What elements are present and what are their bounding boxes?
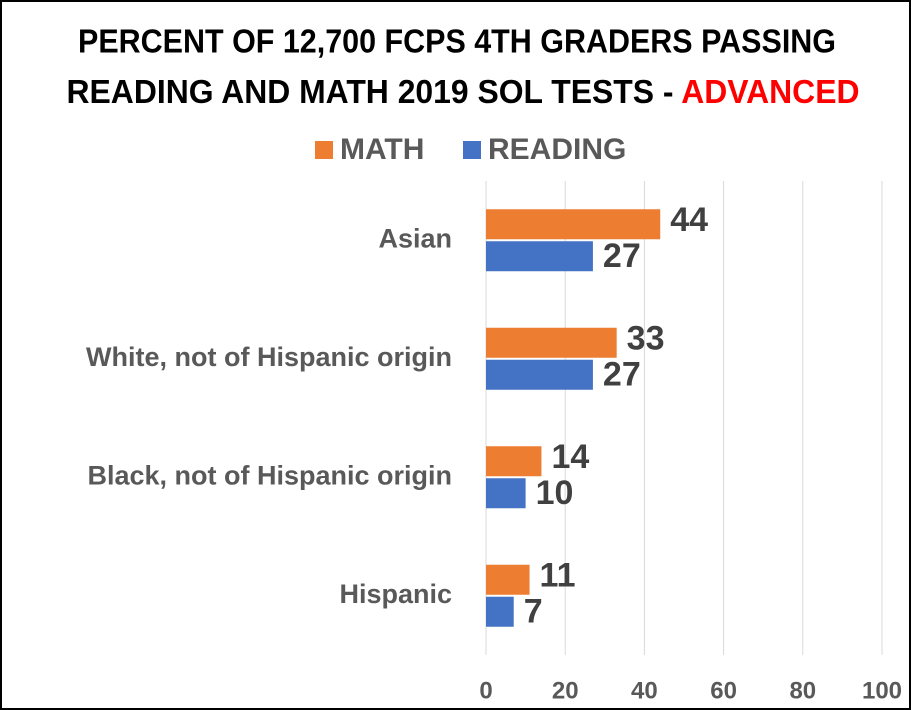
x-tick-label: 100 [862,677,902,704]
data-label: 11 [540,557,576,595]
bar [486,241,593,272]
x-tick-label: 40 [631,677,658,704]
data-label: 44 [670,201,708,239]
legend-label: MATH [340,133,424,166]
chart-title: PERCENT OF 12,700 FCPS 4TH GRADERS PASSI… [78,23,836,60]
legend-swatch [315,141,333,159]
chart-title: READING AND MATH 2019 SOL TESTS - ADVANC… [67,73,860,110]
bar [486,564,530,595]
legend-label: READING [488,133,626,166]
data-label: 10 [536,474,574,512]
bar [486,478,526,509]
y-tick-label: White, not of Hispanic origin [86,342,452,372]
x-tick-label: 60 [710,677,737,704]
bar [486,596,514,627]
bar [486,327,617,358]
x-tick-label: 80 [789,677,816,704]
data-label: 7 [524,593,543,631]
bar [486,446,542,477]
chart-title: READING AND MATH 2019 SOL TESTS - [67,73,682,110]
bar [486,359,593,390]
data-label: 33 [627,320,665,358]
y-tick-label: Asian [378,223,452,253]
chart-title-highlight: ADVANCED [681,73,859,110]
x-tick-label: 0 [479,677,492,704]
bar [486,209,661,240]
x-tick-label: 20 [552,677,579,704]
data-label: 27 [603,237,641,275]
data-label: 14 [551,438,589,476]
y-tick-label: Black, not of Hispanic origin [87,460,452,490]
y-tick-label: Hispanic [339,579,452,609]
data-label: 27 [603,356,641,394]
legend-swatch [463,141,481,159]
